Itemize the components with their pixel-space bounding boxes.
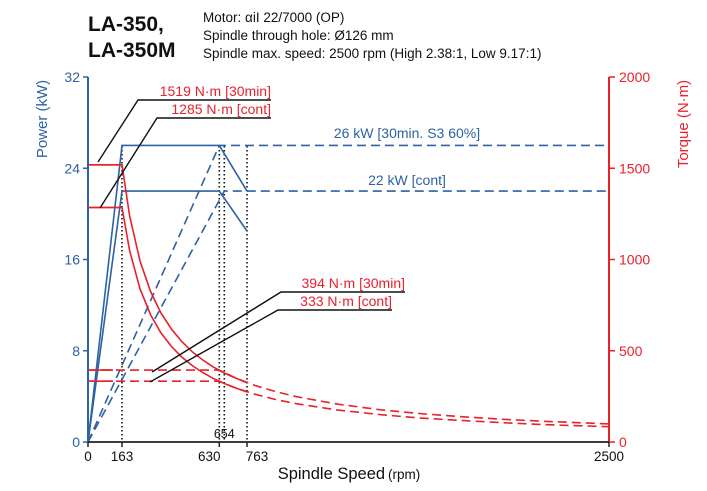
annotation-label-2: 1519 N·m [30min] [160, 83, 271, 99]
annotation-label-3: 1285 N·m [cont] [171, 101, 271, 117]
annotation-label-0: 26 kW [30min. S3 60%] [334, 125, 480, 141]
vline-label-654: 654 [214, 427, 235, 441]
right-tick-label: 1000 [619, 252, 650, 268]
x-tick-label: 0 [84, 449, 92, 464]
right-tick-label: 0 [619, 434, 627, 450]
model-name-line1: LA-350, [88, 13, 164, 36]
annotation-leader-3 [99, 117, 271, 209]
left-axis-title: Power (kW) [34, 80, 51, 158]
right-tick-label: 500 [619, 343, 643, 359]
annotation-leader-5 [149, 309, 392, 383]
spec-spindle-hole: Spindle through hole: Ø126 mm [203, 28, 394, 43]
power-curve-1 [87, 190, 248, 443]
x-tick-label: 163 [111, 449, 134, 464]
left-tick-label: 0 [72, 434, 80, 450]
left-tick-label: 32 [64, 69, 80, 85]
x-tick-label: 630 [198, 449, 221, 464]
spec-motor: Motor: αiI 22/7000 (OP) [203, 10, 345, 25]
right-tick-label: 1500 [619, 160, 650, 176]
annotation-label-4: 394 N·m [30min] [302, 275, 405, 291]
left-tick-label: 8 [72, 343, 80, 359]
annotation-label-1: 22 kW [cont] [368, 172, 446, 188]
x-axis-title: Spindle Speed (rpm) [278, 465, 421, 483]
right-tick-label: 2000 [619, 69, 650, 85]
left-tick-label: 24 [64, 160, 80, 176]
x-tick-label: 763 [246, 449, 269, 464]
annotation-label-5: 333 N·m [cont] [300, 293, 392, 309]
left-tick-label: 16 [64, 252, 80, 268]
x-tick-label: 2500 [594, 449, 624, 464]
x-axis-unit: (rpm) [388, 467, 420, 482]
annotation-leader-2 [97, 99, 271, 163]
spec-max-speed: Spindle max. speed: 2500 rpm (High 2.38:… [203, 46, 542, 61]
annotation-leader-4 [151, 291, 405, 373]
power-curve-0 [87, 144, 248, 443]
power-curve-3 [87, 190, 609, 443]
power-curve-2 [87, 144, 609, 443]
model-name-line2: LA-350M [88, 39, 176, 62]
torque-curve-6 [88, 369, 610, 425]
torque-curve-7 [88, 380, 610, 428]
right-axis-title: Torque (N·m) [675, 80, 692, 168]
